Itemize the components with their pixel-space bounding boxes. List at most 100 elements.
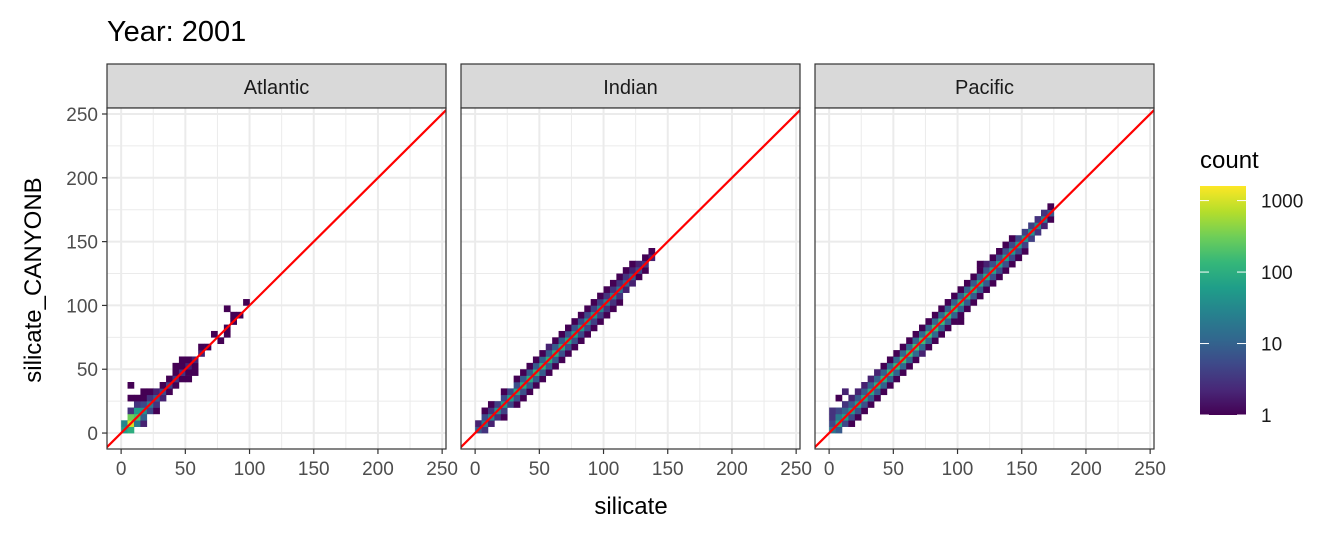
- heatmap-bin: [577, 318, 585, 325]
- heatmap-bin: [507, 401, 514, 408]
- y-tick-label: 50: [77, 360, 98, 381]
- heatmap-bin: [648, 247, 656, 255]
- heatmap-bin: [880, 362, 888, 370]
- heatmap-bin: [565, 350, 572, 357]
- heatmap-bin: [854, 394, 862, 402]
- identity-reference-line: [815, 108, 1154, 449]
- x-tick-label: 100: [942, 459, 974, 480]
- heatmap-bin: [835, 426, 843, 434]
- heatmap-bin: [127, 413, 135, 421]
- heatmap-bin: [970, 292, 978, 300]
- heatmap-bin: [603, 311, 611, 319]
- heatmap-bin: [893, 356, 901, 364]
- heatmap-bin: [861, 388, 868, 396]
- facet-strip-label: Pacific: [955, 77, 1014, 99]
- heatmap-bin: [970, 279, 978, 287]
- heatmap-bin: [886, 381, 894, 389]
- heatmap-bin: [983, 267, 990, 274]
- heatmap-bin: [963, 305, 971, 313]
- heatmap-bin: [1028, 222, 1035, 230]
- heatmap-bin: [513, 381, 521, 389]
- heatmap-bin: [996, 254, 1003, 262]
- facet-atlantic: Atlantic 0 50 100 150 200 250 0 50 100 150 200 250: [66, 63, 458, 480]
- heatmap-bin: [584, 311, 591, 319]
- heatmap-bin: [153, 401, 160, 408]
- heatmap-bin: [603, 305, 611, 313]
- heatmap-bin: [166, 388, 173, 396]
- legend-title: count: [1200, 147, 1259, 174]
- facet-strip: [106, 63, 447, 109]
- heatmap-bin: [616, 292, 624, 300]
- heatmap-bin: [185, 375, 193, 383]
- heatmap-bin: [609, 279, 617, 287]
- heatmap-bin: [1002, 260, 1010, 268]
- heatmap-bin: [931, 318, 939, 325]
- heatmap-bin: [1015, 235, 1023, 242]
- heatmap-bin: [944, 305, 952, 313]
- heatmap-bin: [989, 279, 997, 287]
- x-tick-label: 250: [780, 459, 812, 480]
- heatmap-bin: [970, 299, 978, 306]
- y-tick-label: 100: [66, 296, 98, 317]
- heatmap-bin: [513, 394, 521, 402]
- heatmap-bin: [919, 330, 926, 338]
- heatmap-bin: [166, 375, 173, 383]
- legend-tick-label: 100: [1261, 263, 1293, 284]
- heatmap-bin: [1008, 254, 1016, 262]
- heatmap-bin: [552, 343, 559, 351]
- heatmap-bin: [159, 394, 167, 402]
- x-tick-label: 0: [470, 459, 481, 480]
- x-tick-label: 50: [175, 459, 196, 480]
- heatmap-bin: [983, 279, 990, 287]
- heatmap-bin: [565, 324, 572, 332]
- heatmap-bin: [841, 401, 849, 408]
- heatmap-bin: [178, 356, 186, 364]
- heatmap-bin: [951, 318, 958, 325]
- panel-content: [461, 108, 800, 449]
- heatmap-bin: [957, 318, 965, 325]
- heatmap-bin: [874, 369, 881, 376]
- heatmap-bin: [520, 394, 527, 402]
- heatmap-bin: [925, 318, 933, 325]
- heatmap-bin: [642, 254, 649, 262]
- y-tick-label: 0: [87, 424, 98, 445]
- heatmap-bin: [848, 394, 856, 402]
- y-tick-label: 150: [66, 233, 98, 254]
- heatmap-bin: [539, 369, 547, 376]
- heatmap-bin: [899, 350, 907, 357]
- heatmap-bin: [146, 394, 154, 402]
- heatmap-bin: [481, 413, 489, 421]
- heatmap-bin: [545, 350, 553, 357]
- heatmap-bin: [590, 324, 598, 332]
- legend-tick-label: 1000: [1261, 192, 1303, 213]
- y-axis-label: silicate_CANYONB: [20, 177, 47, 382]
- heatmap-bin: [185, 356, 193, 364]
- heatmap-bin: [571, 318, 579, 325]
- heatmap-bin: [976, 267, 984, 274]
- heatmap-bin: [565, 330, 572, 338]
- heatmap-bin: [835, 407, 843, 415]
- heatmap-bin: [886, 375, 894, 383]
- heatmap-bin: [963, 279, 971, 287]
- heatmap-bin: [178, 362, 186, 370]
- heatmap-bin: [558, 330, 566, 338]
- heatmap-bin: [178, 375, 186, 383]
- heatmap-bin: [133, 394, 141, 402]
- heatmap-bin: [146, 388, 154, 396]
- x-tick-label: 50: [529, 459, 550, 480]
- heatmap-bin: [153, 407, 160, 415]
- x-tick-label: 0: [824, 459, 835, 480]
- heatmap-bin: [893, 350, 901, 357]
- heatmap-bin: [1002, 247, 1010, 255]
- heatmap-bin: [223, 330, 231, 338]
- heatmap-bin: [925, 337, 933, 345]
- heatmap-bin: [127, 426, 135, 434]
- x-tick-label: 250: [1134, 459, 1166, 480]
- heatmap-bin: [893, 375, 901, 383]
- heatmap-bin: [539, 375, 547, 383]
- heatmap-bin: [172, 362, 180, 370]
- heatmap-bin: [1028, 235, 1035, 242]
- facet-indian: Indian 0 50 100 150 200 250: [460, 63, 812, 480]
- heatmap-bin: [874, 394, 881, 402]
